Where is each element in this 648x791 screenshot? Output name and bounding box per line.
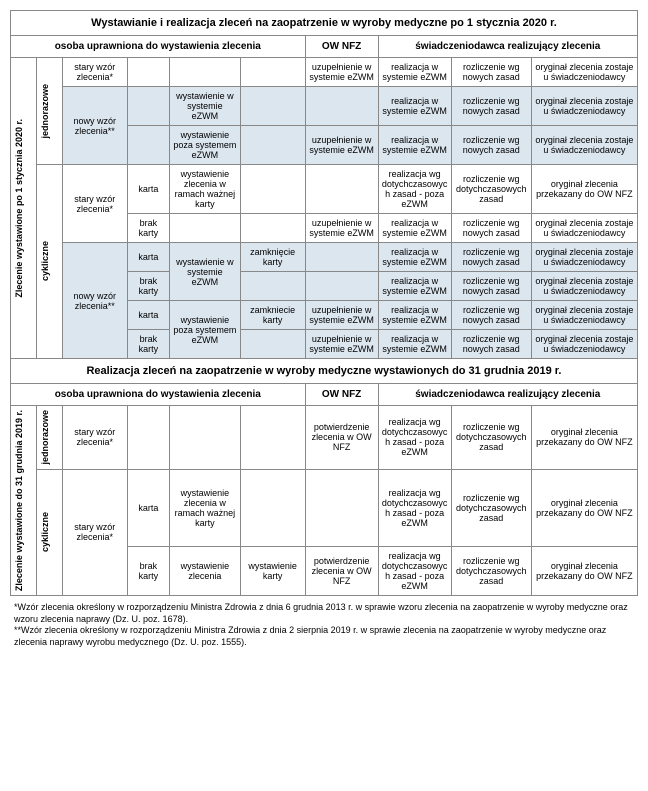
cell: rozliczenie wg nowych zasad	[451, 126, 531, 165]
cell: rozliczenie wg nowych zasad	[451, 214, 531, 243]
cell: oryginał zlecenia zostaje u świadczeniod…	[531, 58, 637, 87]
cell: realizacja wg dotychczasowych zasad - po…	[378, 469, 451, 547]
table-row: cykliczne stary wzór zlecenia* karta wys…	[11, 469, 638, 547]
footnote-2: **Wzór zlecenia określony w rozporządzen…	[14, 625, 634, 648]
cell-nowy: nowy wzór zlecenia**	[62, 243, 127, 359]
table-row: cykliczne stary wzór zlecenia* karta wys…	[11, 165, 638, 214]
cell: rozliczenie wg nowych zasad	[451, 272, 531, 301]
cell-stary: stary wzór zlecenia*	[62, 406, 127, 470]
main-table: Wystawianie i realizacja zleceń na zaopa…	[10, 10, 638, 596]
cell: oryginał zlecenia zostaje u świadczeniod…	[531, 126, 637, 165]
section1-title-row: Wystawianie i realizacja zleceń na zaopa…	[11, 11, 638, 36]
cell: zamknięcie karty	[240, 243, 305, 272]
cell: wystawienie zlecenia w ramach ważnej kar…	[170, 469, 241, 547]
cell: potwierdzenie zlecenia w OW NFZ	[305, 406, 378, 470]
cell: realizacja w systemie eZWM	[378, 58, 451, 87]
cell: rozliczenie wg nowych zasad	[451, 243, 531, 272]
cell: realizacja w systemie eZWM	[378, 272, 451, 301]
cell: karta	[127, 301, 169, 330]
cell: brak karty	[127, 272, 169, 301]
cell: wystawienie karty	[240, 547, 305, 596]
section2-title: Realizacja zleceń na zaopatrzenie w wyro…	[11, 359, 638, 384]
cell: wystawienie zlecenia	[170, 547, 241, 596]
section2-title-row: Realizacja zleceń na zaopatrzenie w wyro…	[11, 359, 638, 384]
footnotes: *Wzór zlecenia określony w rozporządzeni…	[10, 596, 638, 655]
cell: wystawienie zlecenia w ramach ważnej kar…	[170, 165, 241, 214]
cell-stary: stary wzór zlecenia*	[62, 58, 127, 87]
header-ow: OW NFZ	[305, 36, 378, 58]
cell: realizacja w systemie eZWM	[378, 214, 451, 243]
cell: uzupełnienie w systemie eZWM	[305, 301, 378, 330]
side-cykliczne: cykliczne	[36, 165, 62, 359]
cell-stary: stary wzór zlecenia*	[62, 469, 127, 596]
cell: oryginał zlecenia przekazany do OW NFZ	[531, 406, 637, 470]
side-po2020: Zlecenie wystawione po 1 stycznia 2020 r…	[11, 58, 37, 359]
cell: brak karty	[127, 547, 169, 596]
cell: wystawienie poza systemem eZWM	[170, 126, 241, 165]
cell: wystawienie poza systemem eZWM	[170, 301, 241, 359]
cell: brak karty	[127, 330, 169, 359]
cell: rozliczenie wg nowych zasad	[451, 87, 531, 126]
cell: karta	[127, 469, 169, 547]
cell: rozliczenie wg nowych zasad	[451, 330, 531, 359]
section2-header-row: osoba uprawniona do wystawienia zlecenia…	[11, 384, 638, 406]
cell: oryginał zlecenia przekazany do OW NFZ	[531, 547, 637, 596]
cell: potwierdzenie zlecenia w OW NFZ	[305, 547, 378, 596]
table-row: Zlecenie wystawione po 1 stycznia 2020 r…	[11, 58, 638, 87]
cell: wystawienie w systemie eZWM	[170, 243, 241, 301]
cell: realizacja w systemie eZWM	[378, 301, 451, 330]
cell: uzupełnienie w systemie eZWM	[305, 126, 378, 165]
side-do2019: Zlecenie wystawione do 31 grudnia 2019 r…	[11, 406, 37, 596]
cell: oryginał zlecenia zostaje u świadczeniod…	[531, 330, 637, 359]
header-osoba: osoba uprawniona do wystawienia zlecenia	[11, 384, 306, 406]
cell: brak karty	[127, 214, 169, 243]
cell: wystawienie w systemie eZWM	[170, 87, 241, 126]
cell: rozliczenie wg nowych zasad	[451, 301, 531, 330]
cell: rozliczenie wg nowych zasad	[451, 58, 531, 87]
cell: uzupełnienie w systemie eZWM	[305, 330, 378, 359]
cell: oryginał zlecenia zostaje u świadczeniod…	[531, 301, 637, 330]
header-swiadcz: świadczeniodawca realizujący zlecenia	[378, 384, 637, 406]
cell: realizacja w systemie eZWM	[378, 126, 451, 165]
cell: realizacja w systemie eZWM	[378, 87, 451, 126]
cell: oryginał zlecenia przekazany do OW NFZ	[531, 165, 637, 214]
cell-stary: stary wzór zlecenia*	[62, 165, 127, 243]
header-ow: OW NFZ	[305, 384, 378, 406]
cell: karta	[127, 165, 169, 214]
cell: oryginał zlecenia zostaje u świadczeniod…	[531, 87, 637, 126]
cell: oryginał zlecenia zostaje u świadczeniod…	[531, 272, 637, 301]
cell: rozliczenie wg dotychczasowych zasad	[451, 547, 531, 596]
side-cykliczne: cykliczne	[36, 469, 62, 596]
table-row: nowy wzór zlecenia** wystawienie w syste…	[11, 87, 638, 126]
cell: realizacja w systemie eZWM	[378, 330, 451, 359]
side-jednorazowe: jednorazowe	[36, 406, 62, 470]
footnote-1: *Wzór zlecenia określony w rozporządzeni…	[14, 602, 634, 625]
cell: oryginał zlecenia zostaje u świadczeniod…	[531, 214, 637, 243]
cell: rozliczenie wg dotychczasowych zasad	[451, 165, 531, 214]
table-row: Zlecenie wystawione do 31 grudnia 2019 r…	[11, 406, 638, 470]
cell: oryginał zlecenia zostaje u świadczeniod…	[531, 243, 637, 272]
cell: rozliczenie wg dotychczasowych zasad	[451, 469, 531, 547]
section1-title: Wystawianie i realizacja zleceń na zaopa…	[11, 11, 638, 36]
cell-nowy: nowy wzór zlecenia**	[62, 87, 127, 165]
cell: realizacja w systemie eZWM	[378, 243, 451, 272]
cell: uzupełnienie w systemie eZWM	[305, 58, 378, 87]
cell: realizacja wg dotychczasowych zasad - po…	[378, 547, 451, 596]
side-jednorazowe: jednorazowe	[36, 58, 62, 165]
header-swiadcz: świadczeniodawca realizujący zlecenia	[378, 36, 637, 58]
cell: uzupełnienie w systemie eZWM	[305, 214, 378, 243]
cell: realizacja wg dotychczasowych zasad - po…	[378, 165, 451, 214]
cell: oryginał zlecenia przekazany do OW NFZ	[531, 469, 637, 547]
table-row: nowy wzór zlecenia** karta wystawienie w…	[11, 243, 638, 272]
cell: rozliczenie wg dotychczasowych zasad	[451, 406, 531, 470]
cell: zamkniecie karty	[240, 301, 305, 330]
header-osoba: osoba uprawniona do wystawienia zlecenia	[11, 36, 306, 58]
section1-header-row: osoba uprawniona do wystawienia zlecenia…	[11, 36, 638, 58]
cell: karta	[127, 243, 169, 272]
cell: realizacja wg dotychczasowych zasad - po…	[378, 406, 451, 470]
